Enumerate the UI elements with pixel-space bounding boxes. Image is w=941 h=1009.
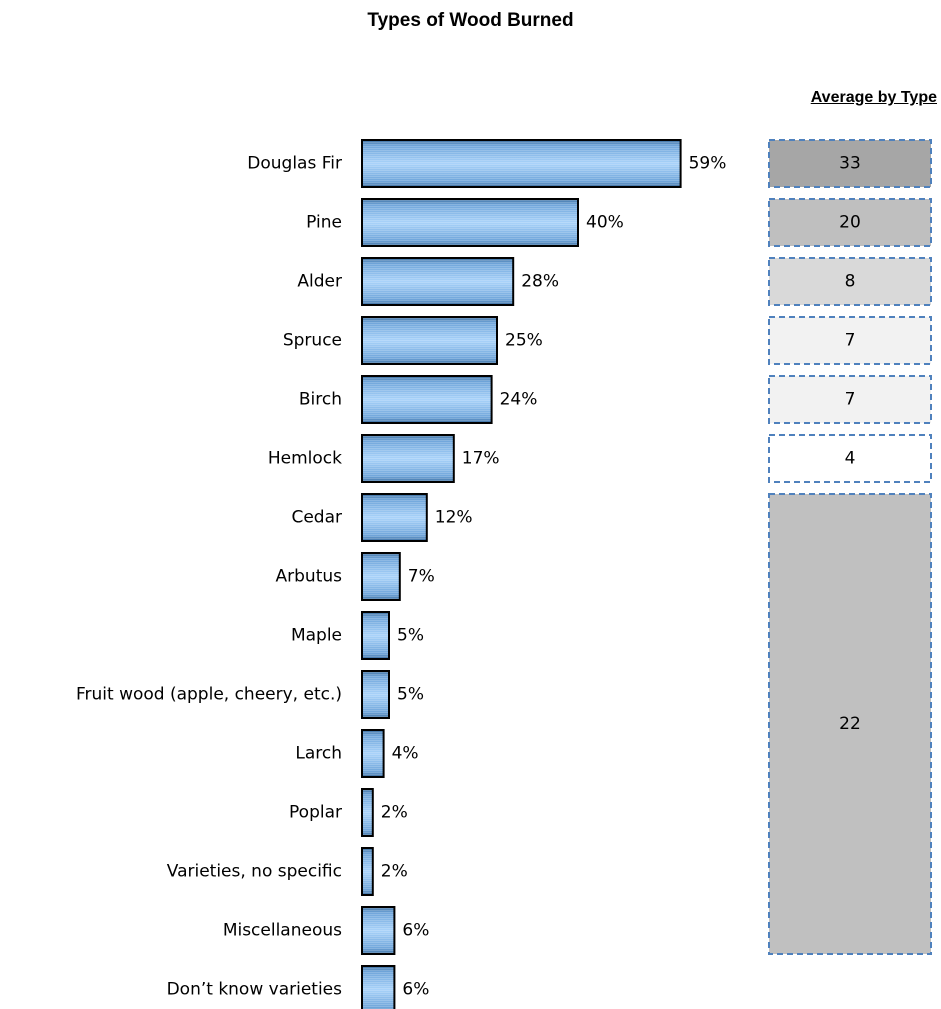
bar-texture [363, 849, 372, 894]
value-label: 5% [397, 685, 424, 705]
average-box [768, 198, 932, 247]
value-label: 6% [402, 980, 429, 1000]
value-label: 4% [392, 744, 419, 764]
bar-texture [363, 908, 394, 953]
value-label: 7% [408, 567, 435, 587]
value-label: 25% [505, 331, 543, 351]
average-box [768, 493, 932, 955]
bar-texture [363, 731, 383, 776]
bar-texture [363, 495, 426, 540]
value-label: 5% [397, 626, 424, 646]
bar-texture [363, 967, 394, 1009]
bar-texture [363, 790, 372, 835]
category-label: Douglas Fir [247, 154, 342, 174]
average-box [768, 316, 932, 365]
bars-layer: Douglas Fir 59% Pine 40% Alder 28% Spruce 25% Bi… [76, 139, 727, 1009]
value-label: 2% [381, 803, 408, 823]
value-label: 24% [500, 390, 538, 410]
value-label: 40% [586, 213, 624, 233]
average-value-label: 22 [839, 714, 861, 734]
category-label: Fruit wood (apple, cheery, etc.) [76, 685, 342, 705]
average-value-label: 20 [839, 213, 861, 233]
chart-title: Types of Wood Burned [367, 10, 574, 31]
average-by-type-header: Average by Type [810, 89, 937, 106]
category-label: Poplar [289, 803, 342, 823]
average-by-type-panel: 33 20 8 7 7 4 22 [768, 139, 932, 955]
category-label: Miscellaneous [223, 921, 342, 941]
category-label: Pine [306, 213, 342, 233]
average-box [768, 434, 932, 483]
value-label: 2% [381, 862, 408, 882]
bar-texture [363, 141, 680, 186]
average-value-label: 8 [845, 272, 856, 292]
value-label: 12% [435, 508, 473, 528]
category-label: Cedar [291, 508, 342, 528]
average-value-label: 33 [839, 154, 861, 174]
value-label: 59% [689, 154, 727, 174]
bar-texture [363, 672, 388, 717]
value-label: 17% [462, 449, 500, 469]
average-value-label: 4 [845, 449, 856, 469]
category-label: Varieties, no specific [167, 862, 342, 882]
bar-texture [363, 436, 453, 481]
category-label: Maple [291, 626, 342, 646]
average-box [768, 257, 932, 306]
category-label: Hemlock [268, 449, 342, 469]
bar-texture [363, 200, 577, 245]
bar-texture [363, 377, 491, 422]
category-label: Spruce [283, 331, 342, 351]
bar-texture [363, 613, 388, 658]
value-label: 28% [521, 272, 559, 292]
average-value-label: 7 [845, 390, 856, 410]
category-label: Larch [295, 744, 342, 764]
category-label: Birch [299, 390, 342, 410]
value-label: 6% [402, 921, 429, 941]
category-label: Don’t know varieties [167, 980, 343, 1000]
category-label: Alder [297, 272, 342, 292]
bar-texture [363, 318, 496, 363]
category-label: Arbutus [276, 567, 343, 587]
bar-texture [363, 554, 399, 599]
bar-texture [363, 259, 513, 304]
average-box [768, 139, 932, 188]
average-value-label: 7 [845, 331, 856, 351]
average-box [768, 375, 932, 424]
